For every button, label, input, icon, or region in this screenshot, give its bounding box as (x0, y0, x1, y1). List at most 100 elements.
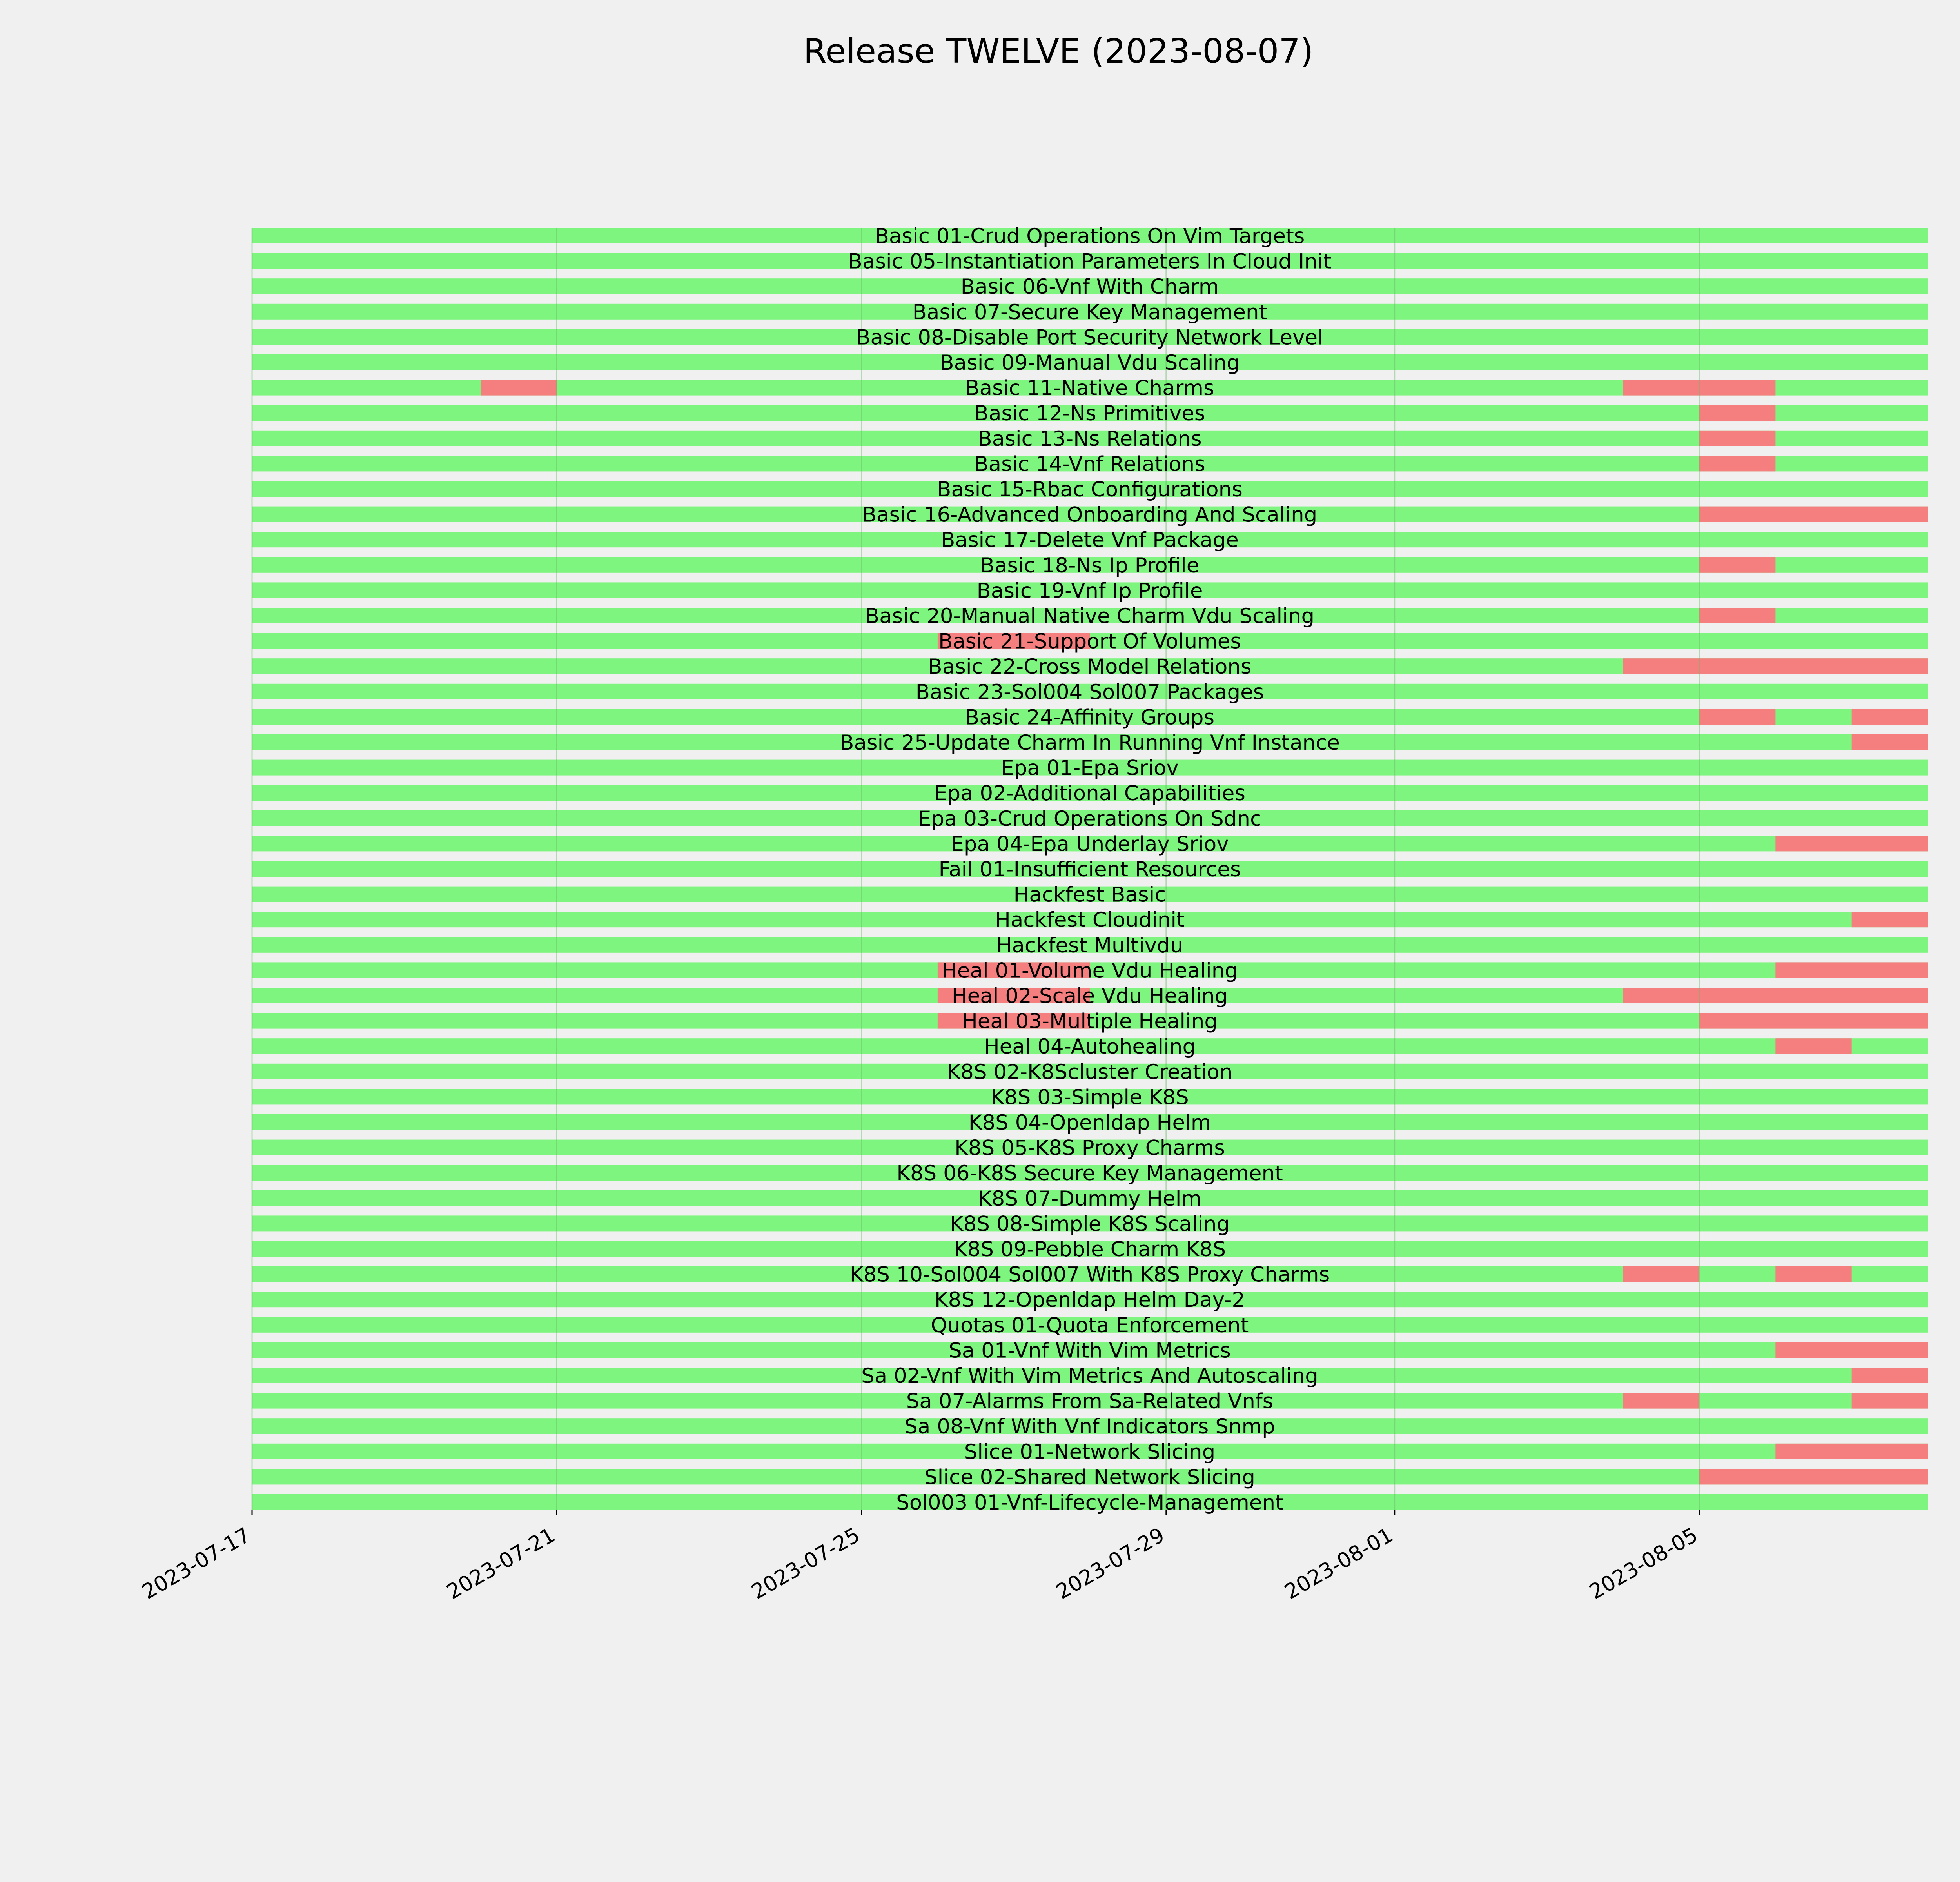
pass-bar (252, 506, 1928, 522)
pass-bar (252, 1443, 1928, 1459)
row-label: Basic 09-Manual Vdu Scaling (940, 351, 1240, 375)
pass-bar (252, 810, 1928, 826)
row-label: Basic 14-Vnf Relations (974, 452, 1205, 476)
pass-bar (252, 759, 1928, 776)
pass-bar (252, 532, 1928, 548)
row-label: Basic 25-Update Charm In Running Vnf Ins… (840, 731, 1340, 755)
pass-bar (252, 1494, 1928, 1510)
pass-bar (252, 1089, 1928, 1105)
pass-bar (252, 354, 1928, 370)
row-label: Fail 01-Insufficient Resources (939, 857, 1241, 881)
pass-bar (252, 1241, 1928, 1257)
row-label: Basic 24-Affinity Groups (965, 705, 1214, 729)
fail-bar (1623, 380, 1776, 396)
pass-bar (252, 608, 1928, 623)
row-label: Sa 07-Alarms From Sa-Related Vnfs (906, 1390, 1273, 1413)
pass-bar (252, 1317, 1928, 1333)
pass-bar (252, 481, 1928, 497)
row-label: K8S 03-Simple K8S (991, 1085, 1189, 1109)
pass-bar (252, 861, 1928, 877)
fail-bar (1851, 912, 1928, 928)
fail-bar (1699, 456, 1776, 472)
pass-bar (252, 303, 1928, 320)
fail-bar (937, 962, 1090, 978)
row-label: Basic 01-Crud Operations On Vim Targets (875, 224, 1305, 248)
row-labels-layer: Basic 01-Crud Operations On Vim TargetsB… (840, 224, 1340, 1515)
pass-bar (252, 709, 1928, 725)
fail-bar (1775, 1342, 1928, 1358)
pass-bar (252, 683, 1928, 699)
row-label: K8S 09-Pebble Charm K8S (954, 1237, 1226, 1261)
x-tick-label: 2023-07-21 (443, 1523, 559, 1604)
row-label: K8S 12-Openldap Helm Day-2 (935, 1288, 1245, 1312)
x-tick-label: 2023-08-05 (1585, 1523, 1702, 1604)
pass-bar (252, 1038, 1928, 1054)
row-label: Basic 18-Ns Ip Profile (980, 554, 1200, 578)
row-label: Sa 08-Vnf With Vnf Indicators Snmp (904, 1415, 1275, 1439)
row-label: Epa 02-Additional Capabilities (934, 781, 1245, 805)
row-label: Hackfest Basic (1014, 883, 1166, 907)
row-label: Basic 06-Vnf With Charm (961, 275, 1219, 299)
row-label: Basic 17-Delete Vnf Package (941, 528, 1239, 552)
row-label: Basic 07-Secure Key Management (913, 300, 1267, 324)
row-label: K8S 08-Simple K8S Scaling (950, 1212, 1230, 1236)
fail-bar (480, 380, 557, 396)
row-label: Quotas 01-Quota Enforcement (931, 1313, 1249, 1337)
fail-bar (1775, 962, 1928, 978)
fail-bar (1623, 1393, 1700, 1409)
row-label: Basic 08-Disable Port Security Network L… (856, 325, 1323, 349)
row-label: Basic 22-Cross Model Relations (928, 655, 1251, 679)
fail-bar (1775, 1443, 1928, 1459)
row-label: K8S 02-K8Scluster Creation (947, 1060, 1233, 1084)
fail-bar (1699, 430, 1776, 446)
fail-bar (1623, 1266, 1700, 1282)
row-label: Basic 23-Sol004 Sol007 Packages (916, 680, 1264, 704)
pass-bar (252, 785, 1928, 801)
row-label: Slice 02-Shared Network Slicing (924, 1465, 1255, 1489)
fail-bar (1699, 1469, 1928, 1485)
x-tick-label: 2023-07-17 (138, 1523, 254, 1604)
pass-bar (252, 1139, 1928, 1155)
row-label: Heal 02-Scale Vdu Healing (952, 984, 1228, 1008)
pass-bar (252, 1342, 1928, 1358)
pass-bar (252, 912, 1928, 928)
pass-bar (252, 278, 1928, 294)
row-label: K8S 07-Dummy Helm (978, 1187, 1201, 1211)
fail-bar (1623, 658, 1928, 674)
row-label: K8S 05-K8S Proxy Charms (955, 1136, 1225, 1160)
pass-bar (252, 1469, 1928, 1485)
x-tick-label: 2023-07-25 (748, 1523, 864, 1604)
fail-bar (937, 988, 1090, 1003)
pass-bar (252, 1165, 1928, 1181)
row-label: Basic 13-Ns Relations (978, 427, 1201, 451)
row-label: K8S 04-Openldap Helm (969, 1111, 1211, 1135)
x-tick-layer: 2023-07-17 2023-07-21 2023-07-25 2023-07-29… (138, 1510, 1702, 1604)
row-label: Sol003 01-Vnf-Lifecycle-Management (896, 1491, 1283, 1515)
row-label: Heal 01-Volume Vdu Healing (942, 959, 1238, 983)
pass-bar (252, 557, 1928, 573)
row-label: Hackfest Cloudinit (995, 908, 1185, 932)
row-label: Epa 03-Crud Operations On Sdnc (918, 807, 1261, 831)
row-label: K8S 10-Sol004 Sol007 With K8S Proxy Char… (850, 1263, 1330, 1287)
pass-bar (252, 1292, 1928, 1308)
row-label: Epa 01-Epa Sriov (1001, 756, 1178, 780)
pass-bar (252, 582, 1928, 598)
pass-bar (252, 1063, 1928, 1079)
pass-bar (252, 430, 1928, 446)
row-label: Basic 05-Instantiation Parameters In Clo… (848, 250, 1331, 274)
fail-bar (1851, 709, 1928, 725)
row-label: Basic 20-Manual Native Charm Vdu Scaling (865, 604, 1314, 628)
fail-bar (1775, 1038, 1852, 1054)
pass-bar (252, 228, 1928, 243)
bars-layer (252, 228, 1928, 1510)
row-label: Heal 03-Multiple Healing (962, 1010, 1218, 1034)
row-label: Slice 01-Network Slicing (964, 1440, 1216, 1464)
fail-bar (1699, 506, 1928, 522)
fail-bar (1851, 734, 1928, 750)
fail-bar (1699, 709, 1776, 725)
chart-title: Release TWELVE (2023-08-07) (803, 32, 1313, 71)
fail-bar (1775, 1266, 1852, 1282)
pass-bar (252, 1114, 1928, 1130)
row-label: K8S 06-K8S Secure Key Management (897, 1161, 1283, 1185)
